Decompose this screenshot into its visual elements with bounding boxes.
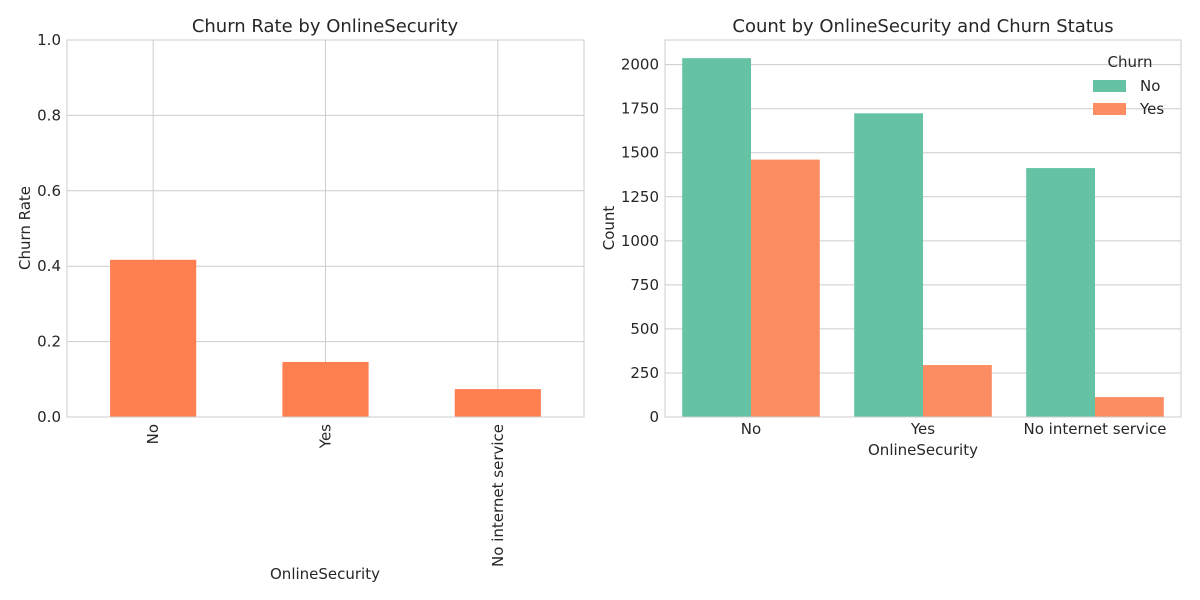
chart2-y-axis-label: Count	[600, 206, 618, 251]
chart1-y-axis-label: Churn Rate	[16, 186, 34, 270]
chart2-y-tick-label: 1750	[621, 100, 659, 118]
chart2-bar-yes	[751, 159, 820, 417]
chart2-y-tick-label: 1000	[621, 232, 659, 250]
chart1-y-tick-label: 0.8	[37, 106, 61, 124]
chart2-x-tick-label: No	[741, 420, 761, 438]
chart2-axes-frame	[664, 39, 1182, 418]
chart1-title: Churn Rate by OnlineSecurity	[192, 16, 459, 37]
chart1-y-tick-label: 0.4	[37, 257, 61, 275]
legend-swatch-no	[1093, 80, 1126, 92]
chart2-x-tick-label: Yes	[910, 420, 935, 438]
chart1-x-tick-label: No internet service	[489, 424, 507, 567]
chart2-title: Count by OnlineSecurity and Churn Status	[732, 16, 1113, 37]
chart1-y-tick-label: 0.2	[37, 333, 61, 351]
chart1-y-tick-label: 1.0	[37, 31, 61, 49]
chart2-bar-no	[854, 113, 923, 417]
legend-label-no: No	[1140, 77, 1160, 95]
chart1-axes-frame	[66, 39, 585, 418]
chart2-x-ticks: No Yes No internet service	[741, 420, 1167, 438]
chart1-bar	[110, 259, 197, 417]
chart2-x-tick-label: No internet service	[1024, 420, 1167, 438]
chart1-y-ticks: 0.0 0.2 0.4 0.6 0.8 1.0	[37, 31, 61, 426]
chart2-x-axis-label: OnlineSecurity	[868, 441, 978, 459]
chart2-y-tick-label: 500	[630, 320, 659, 338]
legend-swatch-yes	[1093, 103, 1126, 115]
chart2-y-tick-label: 2000	[621, 56, 659, 74]
chart2-y-tick-label: 1500	[621, 144, 659, 162]
legend-title: Churn	[1108, 53, 1153, 71]
chart2-y-tick-label: 750	[630, 276, 659, 294]
chart1-x-tick-label: No	[144, 424, 162, 444]
chart1-y-tick-label: 0.6	[37, 182, 61, 200]
chart2-bar-yes	[1095, 397, 1164, 417]
count-chart: Count by OnlineSecurity and Churn Status…	[600, 16, 1182, 459]
churn-rate-chart: Churn Rate by OnlineSecurity 0.00.20.40.…	[16, 16, 585, 583]
chart1-x-axis-label: OnlineSecurity	[270, 565, 380, 583]
chart2-bar-no	[682, 58, 751, 418]
chart2-bars	[682, 58, 1164, 418]
chart2-bar-yes	[923, 365, 992, 417]
chart2-y-tick-label: 0	[649, 408, 659, 426]
chart1-x-ticks: No Yes No internet service	[144, 424, 507, 567]
chart2-y-ticks: 0 250 500 750 1000 1250 1500 1750 2000	[621, 56, 659, 426]
chart1-y-tick-label: 0.0	[37, 408, 61, 426]
chart2-bar-no	[1026, 168, 1095, 417]
chart2-y-tick-label: 1250	[621, 188, 659, 206]
chart1-x-tick-label: Yes	[317, 424, 335, 449]
chart1-bars	[110, 259, 541, 417]
chart2-y-tick-label: 250	[630, 364, 659, 382]
chart1-bar	[282, 361, 369, 417]
legend-label-yes: Yes	[1139, 100, 1164, 118]
chart1-bar	[454, 389, 541, 417]
chart2-legend: Churn No Yes	[1093, 53, 1164, 118]
